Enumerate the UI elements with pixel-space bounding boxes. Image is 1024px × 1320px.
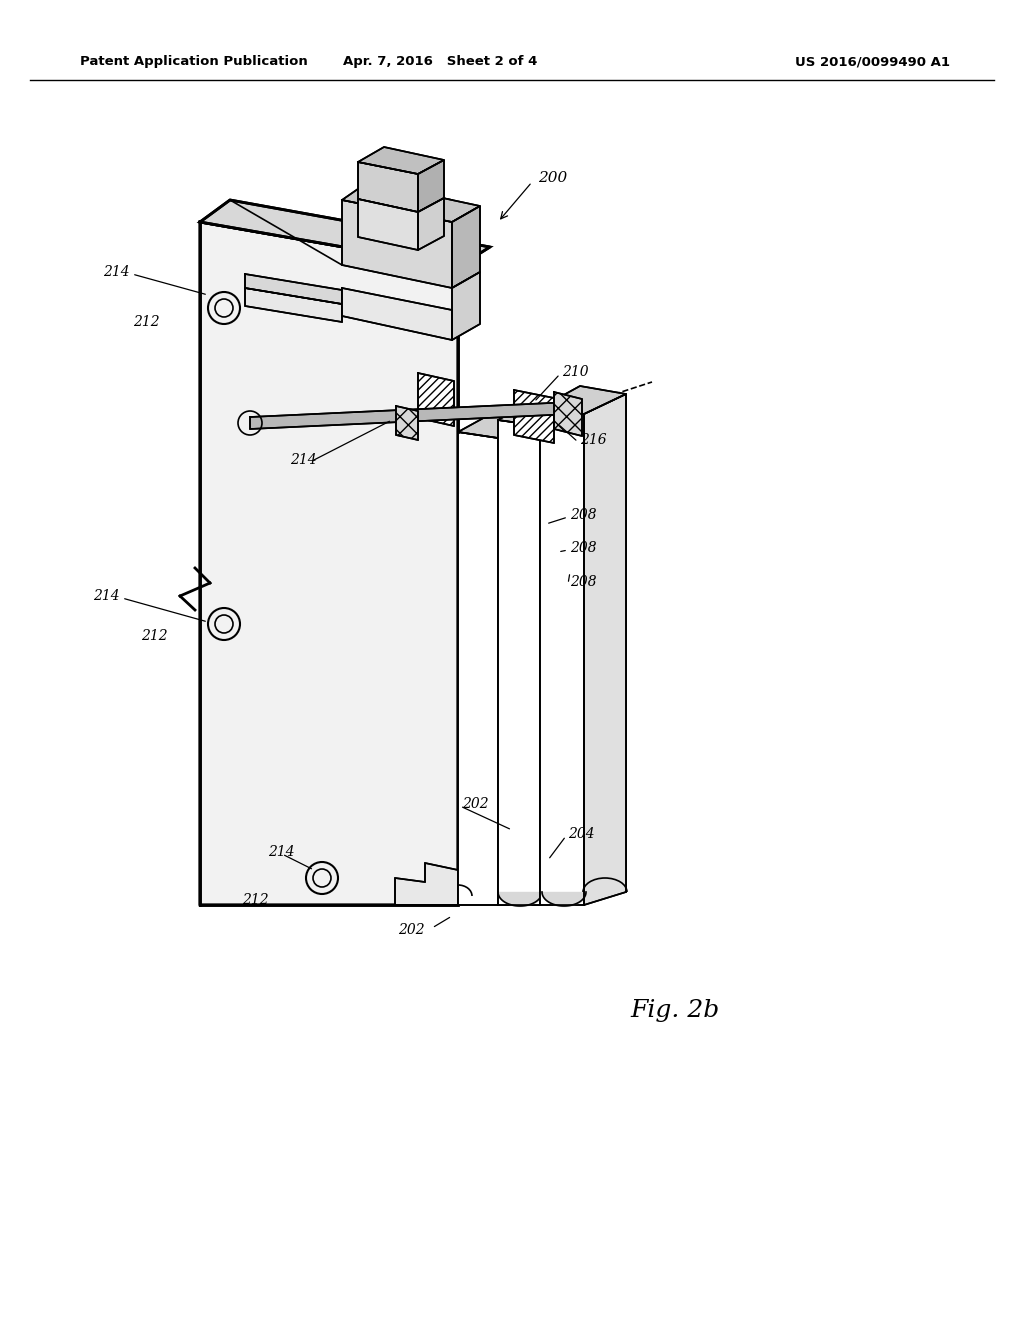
Polygon shape: [395, 863, 458, 906]
Text: 204: 204: [568, 828, 595, 841]
Polygon shape: [418, 374, 454, 426]
Text: 216: 216: [580, 433, 606, 447]
Polygon shape: [245, 288, 342, 322]
Polygon shape: [540, 407, 582, 906]
Polygon shape: [200, 201, 490, 267]
Text: Apr. 7, 2016   Sheet 2 of 4: Apr. 7, 2016 Sheet 2 of 4: [343, 55, 538, 69]
Text: 214: 214: [268, 845, 295, 859]
Text: 212: 212: [133, 315, 160, 329]
Text: Patent Application Publication: Patent Application Publication: [80, 55, 308, 69]
Polygon shape: [342, 288, 452, 341]
Polygon shape: [540, 385, 626, 414]
Polygon shape: [584, 393, 626, 906]
Polygon shape: [554, 392, 582, 436]
Polygon shape: [358, 162, 418, 213]
Polygon shape: [200, 222, 458, 906]
Text: US 2016/0099490 A1: US 2016/0099490 A1: [795, 55, 950, 69]
Polygon shape: [396, 407, 418, 440]
Text: Fig. 2b: Fig. 2b: [630, 998, 719, 1022]
Text: 212: 212: [141, 630, 168, 643]
Text: 214: 214: [103, 265, 130, 279]
Text: 208: 208: [570, 508, 597, 521]
Polygon shape: [458, 432, 498, 906]
Polygon shape: [342, 201, 452, 288]
Polygon shape: [540, 408, 584, 906]
Polygon shape: [498, 399, 582, 426]
Polygon shape: [514, 389, 554, 444]
Text: 214: 214: [93, 589, 120, 603]
Text: 200: 200: [538, 172, 567, 185]
Polygon shape: [358, 147, 444, 174]
Polygon shape: [418, 160, 444, 213]
Text: 208: 208: [570, 576, 597, 589]
Text: 214: 214: [290, 453, 316, 467]
Polygon shape: [418, 198, 444, 249]
Text: 210: 210: [562, 366, 589, 379]
Polygon shape: [245, 275, 342, 304]
Polygon shape: [358, 199, 418, 249]
Text: 202: 202: [462, 797, 488, 810]
Polygon shape: [452, 206, 480, 288]
Polygon shape: [250, 403, 572, 429]
Polygon shape: [452, 272, 480, 341]
Text: 208: 208: [570, 541, 597, 554]
Polygon shape: [458, 411, 540, 438]
Polygon shape: [498, 420, 540, 906]
Text: 202: 202: [398, 923, 425, 937]
Polygon shape: [498, 420, 540, 906]
Polygon shape: [342, 182, 480, 222]
Text: 212: 212: [242, 894, 268, 907]
